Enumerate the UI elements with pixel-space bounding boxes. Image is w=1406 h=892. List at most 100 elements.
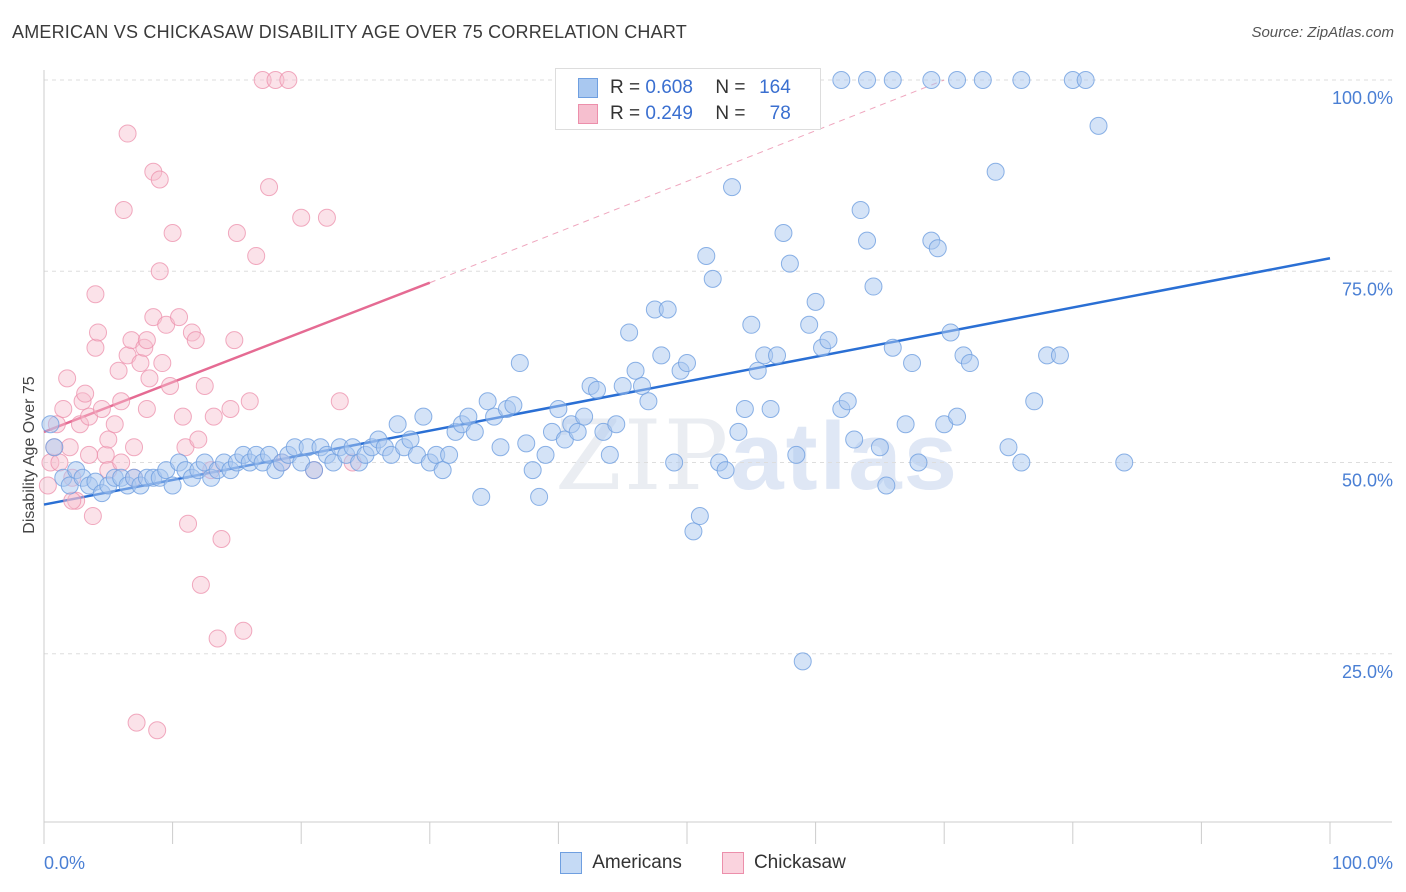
chickasaw-point — [109, 361, 128, 380]
chickasaw-point — [195, 377, 214, 395]
americans-point — [163, 476, 182, 495]
chickasaw-point — [170, 308, 189, 327]
americans-point — [819, 331, 838, 350]
chickasaw-point — [96, 445, 115, 464]
americans-point — [401, 430, 420, 449]
chickasaw-point — [208, 629, 227, 648]
bottom-legend-chickasaw[interactable]: Chickasaw — [721, 852, 846, 874]
legend-r-label-americans: R = — [610, 77, 641, 98]
americans-point — [414, 407, 433, 426]
chickasaw-point — [86, 338, 105, 357]
americans-point — [510, 354, 529, 373]
chickasaw-point — [163, 224, 182, 242]
americans-point — [806, 292, 825, 311]
americans-point — [960, 354, 979, 373]
americans-point — [465, 422, 484, 441]
chickasaw-point — [76, 384, 95, 403]
americans-point — [851, 201, 870, 220]
americans-point — [472, 487, 491, 506]
legend-r-americans: 0.608 — [645, 77, 693, 98]
chickasaw-point — [279, 71, 298, 89]
chickasaw-point — [227, 224, 246, 242]
chickasaw-points — [38, 71, 362, 740]
americans-point — [305, 461, 324, 480]
americans-point — [1012, 453, 1031, 472]
americans-point — [440, 445, 459, 464]
chickasaw-point — [105, 415, 124, 434]
americans-point — [575, 407, 594, 426]
chickasaw-point — [212, 530, 231, 548]
americans-point — [903, 354, 922, 373]
americans-point — [883, 71, 902, 89]
americans-point — [858, 231, 877, 250]
chickasaw-point — [189, 430, 208, 449]
chickasaw-legend-swatch — [721, 852, 744, 874]
chart-title: AMERICAN VS CHICKASAW DISABILITY AGE OVE… — [12, 22, 687, 42]
americans-point — [1115, 453, 1134, 472]
chickasaw-point — [247, 246, 266, 265]
legend-r-label-chickasaw: R = — [610, 103, 641, 124]
americans-points — [41, 71, 1134, 671]
americans-point — [620, 323, 639, 342]
americans-point — [716, 461, 735, 480]
chickasaw-point — [125, 438, 144, 457]
chickasaw-point — [140, 369, 159, 388]
chickasaw-swatch — [578, 104, 598, 124]
chickasaw-point — [89, 323, 108, 342]
americans-point — [626, 361, 645, 380]
chickasaw-point — [67, 491, 86, 510]
bottom-legend: Americans Chickasaw — [0, 852, 1406, 874]
chickasaw-point — [144, 162, 163, 181]
tick-labels: 25.0% 50.0% 75.0% 100.0% 0.0% 100.0% — [44, 88, 1393, 873]
americans-point — [832, 71, 851, 89]
americans-point — [800, 315, 819, 334]
chickasaw-point — [204, 407, 223, 426]
chickasaw-point — [150, 262, 169, 281]
americans-point — [600, 445, 619, 464]
americans-point — [922, 71, 941, 89]
americans-point — [870, 438, 889, 457]
americans-point — [607, 415, 626, 434]
chickasaw-point — [317, 208, 336, 227]
chickasaw-point — [50, 453, 69, 472]
americans-point — [973, 71, 992, 89]
chickasaw-point — [112, 453, 131, 472]
americans-point — [1012, 71, 1031, 89]
americans-point — [632, 377, 651, 395]
chickasaw-point — [148, 721, 167, 740]
americans-point — [793, 652, 812, 671]
americans-point — [768, 346, 787, 365]
chickasaw-point — [161, 377, 180, 395]
chickasaw-point — [71, 415, 90, 434]
americans-point — [433, 461, 452, 480]
americans-point — [703, 269, 722, 288]
legend-row-chickasaw: R = 0.249 N = 78 — [578, 102, 791, 126]
americans-legend-swatch — [560, 852, 583, 874]
chickasaw-point — [99, 430, 118, 449]
americans-point — [530, 487, 549, 506]
chickasaw-point — [153, 354, 172, 373]
bottom-legend-americans[interactable]: Americans — [560, 852, 682, 874]
americans-point — [909, 453, 928, 472]
americans-point — [639, 392, 658, 411]
americans-point — [723, 178, 742, 197]
americans-point — [928, 239, 947, 258]
americans-point — [729, 422, 748, 441]
americans-point — [896, 415, 915, 434]
x-tick-label: 100.0% — [1332, 853, 1393, 873]
legend-box: R = 0.608 N = 164 R = 0.249 N = 78 — [555, 68, 821, 130]
chickasaw-point — [137, 399, 156, 418]
chickasaw-legend-label: Chickasaw — [753, 852, 846, 873]
chickasaw-trend-line — [43, 281, 431, 434]
americans-point — [517, 434, 536, 453]
americans-point — [478, 392, 497, 411]
americans-point — [941, 323, 960, 342]
y-tick-label: 100.0% — [1332, 88, 1393, 108]
chickasaw-point — [127, 713, 146, 732]
americans-point — [678, 354, 696, 373]
source-credit: Source: ZipAtlas.com — [1251, 24, 1394, 41]
legend-r-chickasaw: 0.249 — [645, 103, 693, 124]
americans-point — [748, 361, 767, 380]
americans-point — [838, 392, 857, 411]
americans-point — [388, 415, 407, 434]
